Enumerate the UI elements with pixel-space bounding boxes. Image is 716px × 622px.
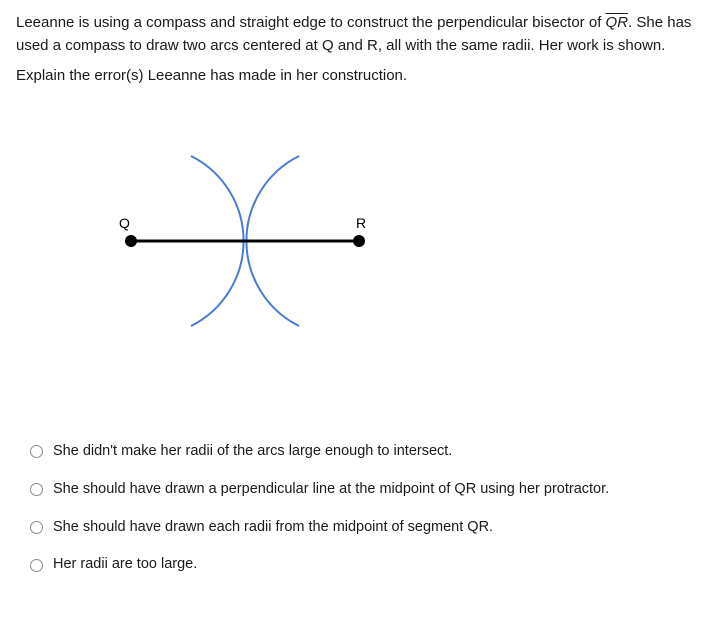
option-label: She didn't make her radii of the arcs la… — [53, 441, 452, 463]
option-1[interactable]: She didn't make her radii of the arcs la… — [16, 433, 700, 471]
radio-icon[interactable] — [30, 559, 43, 572]
question-paragraph-2: Explain the error(s) Leeanne has made in… — [16, 65, 700, 88]
radio-icon[interactable] — [30, 445, 43, 458]
construction-diagram: Q R — [16, 116, 700, 374]
option-3[interactable]: She should have drawn each radii from th… — [16, 509, 700, 547]
option-2[interactable]: She should have drawn a perpendicular li… — [16, 471, 700, 509]
point-r — [353, 235, 365, 247]
diagram-svg: Q R — [76, 116, 396, 366]
label-q: Q — [119, 215, 130, 231]
option-label: She should have drawn each radii from th… — [53, 517, 493, 539]
question-paragraph-1: Leeanne is using a compass and straight … — [16, 12, 700, 57]
segment-qr-overline: QR — [606, 14, 629, 31]
radio-icon[interactable] — [30, 521, 43, 534]
radio-icon[interactable] — [30, 483, 43, 496]
option-4[interactable]: Her radii are too large. — [16, 546, 700, 584]
option-label: She should have drawn a perpendicular li… — [53, 479, 609, 501]
answer-options: She didn't make her radii of the arcs la… — [16, 433, 700, 584]
q-p1-pre: Leeanne is using a compass and straight … — [16, 14, 606, 31]
question-text: Leeanne is using a compass and straight … — [16, 12, 700, 88]
label-r: R — [356, 215, 366, 231]
option-label: Her radii are too large. — [53, 554, 197, 576]
point-q — [125, 235, 137, 247]
